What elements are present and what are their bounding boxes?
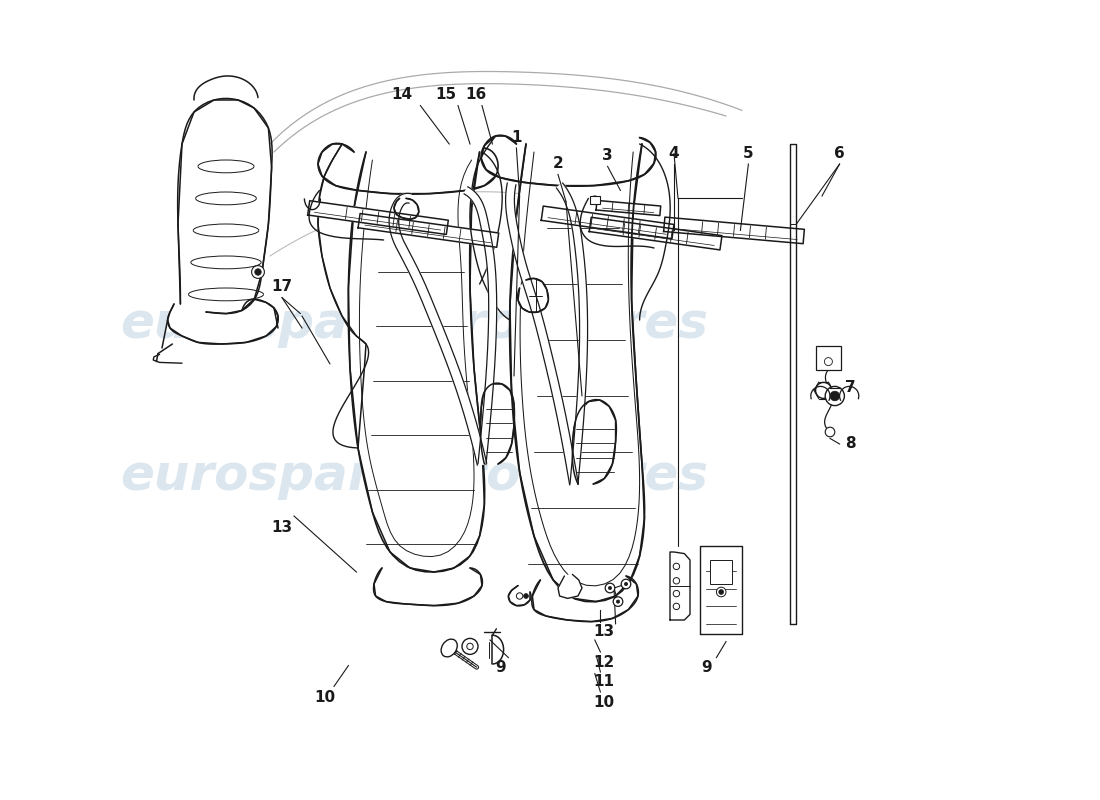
Text: 4: 4 — [669, 146, 680, 161]
Text: eurospares: eurospares — [120, 452, 436, 500]
Text: 2: 2 — [552, 157, 563, 171]
Polygon shape — [532, 576, 638, 622]
Text: 12: 12 — [593, 655, 614, 670]
Ellipse shape — [616, 600, 619, 603]
Ellipse shape — [255, 269, 261, 275]
Text: 16: 16 — [465, 87, 487, 102]
Polygon shape — [359, 214, 498, 247]
Text: 10: 10 — [314, 690, 336, 705]
Text: eurospares: eurospares — [120, 300, 436, 348]
Polygon shape — [481, 136, 656, 186]
Ellipse shape — [815, 382, 832, 398]
Text: 1: 1 — [512, 130, 521, 145]
Polygon shape — [506, 183, 579, 485]
Ellipse shape — [591, 196, 598, 204]
Ellipse shape — [716, 587, 726, 597]
Ellipse shape — [825, 427, 835, 437]
Ellipse shape — [613, 597, 623, 606]
Ellipse shape — [824, 358, 833, 366]
Ellipse shape — [673, 603, 680, 610]
Polygon shape — [308, 201, 449, 234]
Polygon shape — [572, 400, 616, 484]
Polygon shape — [349, 152, 484, 572]
Text: 5: 5 — [744, 146, 754, 161]
Polygon shape — [178, 100, 272, 314]
Ellipse shape — [718, 590, 724, 594]
Ellipse shape — [621, 579, 630, 589]
Polygon shape — [541, 206, 674, 238]
Ellipse shape — [673, 563, 680, 570]
Polygon shape — [318, 144, 498, 194]
Polygon shape — [670, 552, 690, 620]
Bar — [815, 346, 842, 370]
Polygon shape — [510, 144, 645, 602]
Polygon shape — [558, 574, 582, 598]
Polygon shape — [790, 144, 796, 624]
Ellipse shape — [441, 639, 458, 657]
Polygon shape — [701, 546, 743, 634]
Ellipse shape — [608, 586, 612, 590]
Text: 13: 13 — [272, 521, 293, 535]
Polygon shape — [508, 586, 530, 606]
Ellipse shape — [516, 593, 522, 599]
Text: 10: 10 — [593, 695, 614, 710]
Polygon shape — [557, 183, 587, 484]
Text: 8: 8 — [846, 437, 856, 451]
Ellipse shape — [625, 582, 628, 586]
Bar — [710, 560, 733, 584]
Polygon shape — [167, 299, 278, 344]
Text: 6: 6 — [834, 146, 845, 161]
Polygon shape — [481, 384, 514, 464]
Text: 11: 11 — [593, 674, 614, 689]
Text: 13: 13 — [593, 625, 614, 639]
Polygon shape — [596, 201, 661, 215]
Ellipse shape — [673, 590, 680, 597]
Ellipse shape — [605, 583, 615, 593]
Text: 3: 3 — [603, 149, 613, 163]
Ellipse shape — [673, 578, 680, 584]
Polygon shape — [464, 187, 497, 465]
Text: eurospares: eurospares — [392, 452, 708, 500]
Polygon shape — [394, 198, 419, 219]
Polygon shape — [590, 218, 722, 250]
Ellipse shape — [252, 266, 264, 278]
Ellipse shape — [524, 594, 528, 598]
Text: 9: 9 — [495, 661, 506, 675]
Bar — [590, 196, 600, 204]
Text: 14: 14 — [392, 87, 412, 102]
Text: 17: 17 — [272, 279, 293, 294]
Polygon shape — [389, 194, 486, 465]
Polygon shape — [374, 568, 482, 606]
Ellipse shape — [830, 391, 839, 401]
Ellipse shape — [825, 386, 845, 406]
Polygon shape — [318, 144, 366, 448]
Polygon shape — [663, 217, 804, 244]
Text: 9: 9 — [702, 661, 712, 675]
Text: 15: 15 — [436, 87, 456, 102]
Text: eurospares: eurospares — [392, 300, 708, 348]
Text: 7: 7 — [846, 381, 856, 395]
Polygon shape — [518, 278, 549, 312]
Ellipse shape — [462, 638, 478, 654]
Ellipse shape — [466, 643, 473, 650]
